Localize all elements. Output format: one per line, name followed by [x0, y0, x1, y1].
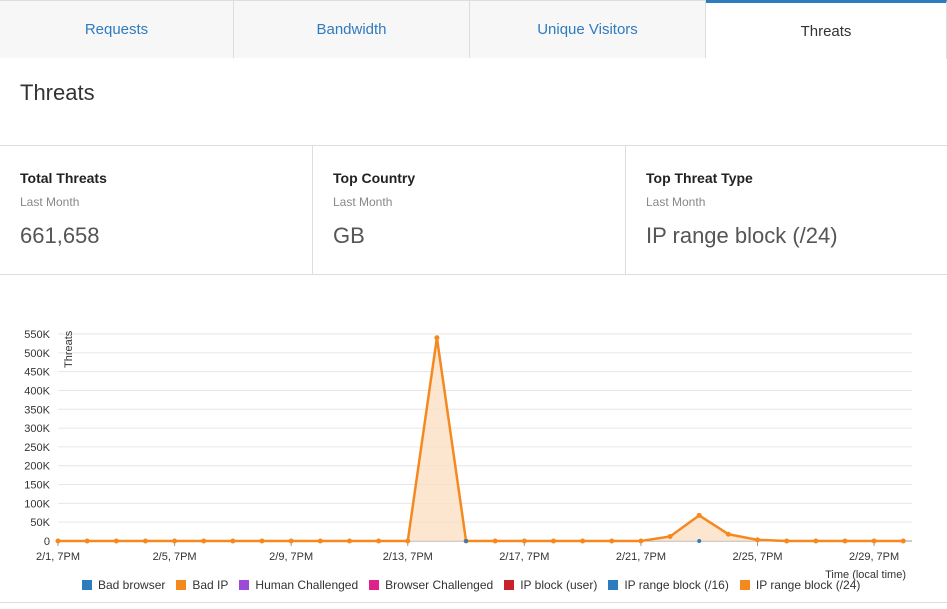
- data-point: [638, 538, 644, 544]
- x-tick-label: 2/17, 7PM: [499, 551, 549, 563]
- data-point: [784, 538, 790, 544]
- y-tick-label: 550K: [24, 329, 50, 341]
- legend-label: Browser Challenged: [385, 578, 494, 592]
- data-point: [55, 538, 61, 544]
- data-point: [842, 538, 848, 544]
- y-tick-label: 450K: [24, 367, 50, 379]
- x-tick-label: 2/5, 7PM: [153, 551, 197, 563]
- y-tick-label: 50K: [30, 517, 50, 529]
- data-point: [609, 538, 615, 544]
- y-tick-label: 250K: [24, 442, 50, 454]
- stat-period: Last Month: [20, 195, 80, 209]
- x-tick-label: 2/1, 7PM: [36, 551, 80, 563]
- stat-period: Last Month: [646, 195, 706, 209]
- data-point: [667, 533, 673, 539]
- data-point: [346, 538, 352, 544]
- y-tick-label: 200K: [24, 461, 50, 473]
- tab-requests[interactable]: Requests: [0, 0, 234, 58]
- legend-label: Human Challenged: [255, 578, 359, 592]
- data-point: [550, 538, 556, 544]
- y-tick-label: 500K: [24, 348, 50, 360]
- threats-chart-svg: 0 50K 100K 150K 200K 250K 300K 350K 400K 450K 500K…: [24, 329, 912, 581]
- series-area: [58, 337, 904, 541]
- data-point: [201, 538, 207, 544]
- data-point: [84, 538, 90, 544]
- data-point: [521, 538, 527, 544]
- stat-value: GB: [333, 223, 365, 248]
- data-point: [230, 538, 236, 544]
- data-point: [113, 538, 119, 544]
- data-point: [696, 512, 702, 518]
- legend-swatch-icon: [739, 580, 750, 590]
- legend-label: IP block (user): [520, 578, 598, 592]
- legend-label: IP range block (/24): [755, 578, 861, 592]
- stat-top-country: Top Country Last Month GB: [313, 146, 626, 274]
- stat-value: 661,658: [20, 223, 100, 248]
- y-tick-label: 350K: [24, 404, 50, 416]
- data-point: [376, 538, 382, 544]
- stat-label: Total Threats: [20, 170, 107, 186]
- data-point: [580, 538, 586, 544]
- data-point: [813, 538, 819, 544]
- legend-label: Bad browser: [98, 578, 166, 592]
- legend-label: IP range block (/16): [624, 578, 729, 592]
- legend-item[interactable]: Bad IP: [176, 578, 228, 592]
- legend-item[interactable]: Browser Challenged: [369, 578, 493, 592]
- y-tick-label: 300K: [24, 423, 50, 435]
- data-point: [900, 538, 906, 544]
- data-point: [142, 538, 148, 544]
- x-tick-label: 2/25, 7PM: [732, 551, 782, 563]
- x-tick-label: 2/21, 7PM: [616, 551, 666, 563]
- chart-legend: Bad browser Bad IP Human Challenged Browser…: [82, 578, 871, 592]
- divider: [0, 602, 947, 603]
- x-tick-label: 2/29, 7PM: [849, 551, 899, 563]
- legend-item[interactable]: Bad browser: [82, 578, 165, 592]
- data-point: [871, 538, 877, 544]
- y-tick-label: 0: [44, 536, 50, 548]
- data-point: [172, 538, 178, 544]
- stat-top-threat-type: Top Threat Type Last Month IP range bloc…: [626, 146, 947, 274]
- y-tick-label: 150K: [24, 480, 50, 492]
- data-point: [288, 538, 294, 544]
- legend-item[interactable]: IP block (user): [504, 578, 597, 592]
- data-point: [492, 538, 498, 544]
- tab-bar: Requests Bandwidth Unique Visitors Threats: [0, 0, 947, 59]
- legend-label: Bad IP: [192, 578, 229, 592]
- tab-threats[interactable]: Threats: [706, 0, 947, 59]
- data-point: [259, 538, 265, 544]
- card-title: Threats: [20, 80, 95, 105]
- tab-bandwidth[interactable]: Bandwidth: [234, 0, 470, 58]
- data-point: [464, 539, 469, 543]
- data-point: [725, 531, 731, 537]
- data-point: [317, 538, 323, 544]
- x-tick-label: 2/13, 7PM: [383, 551, 433, 563]
- x-tick-label: 2/9, 7PM: [269, 551, 313, 563]
- legend-swatch-icon: [608, 580, 619, 590]
- legend-swatch-icon: [239, 580, 250, 590]
- stat-period: Last Month: [333, 195, 393, 209]
- data-point: [405, 538, 411, 544]
- legend-item[interactable]: IP range block (/24): [739, 578, 861, 592]
- threats-chart: 0 50K 100K 150K 200K 250K 300K 350K 400K 450K 500K…: [0, 300, 947, 609]
- stat-value: IP range block (/24): [646, 223, 838, 248]
- y-tick-label: 400K: [24, 385, 50, 397]
- y-tick-label: 100K: [24, 498, 50, 510]
- data-point: [697, 539, 702, 543]
- x-axis-label: Time (local time): [825, 569, 906, 581]
- stat-label: Top Threat Type: [646, 170, 753, 186]
- data-point: [755, 537, 761, 543]
- legend-swatch-icon: [176, 580, 187, 590]
- legend-item[interactable]: Human Challenged: [239, 578, 358, 592]
- tab-unique-visitors[interactable]: Unique Visitors: [470, 0, 706, 58]
- y-axis-label: Threats: [63, 330, 75, 368]
- stat-label: Top Country: [333, 170, 416, 186]
- stats-row: Total Threats Last Month 661,658 Top Cou…: [0, 145, 947, 275]
- series-line: [58, 337, 904, 543]
- legend-swatch-icon: [369, 580, 380, 590]
- legend-swatch-icon: [82, 580, 92, 590]
- legend-swatch-icon: [504, 580, 515, 590]
- data-point: [434, 335, 440, 341]
- stat-total-threats: Total Threats Last Month 661,658: [0, 146, 313, 274]
- legend-item[interactable]: IP range block (/16): [608, 578, 729, 592]
